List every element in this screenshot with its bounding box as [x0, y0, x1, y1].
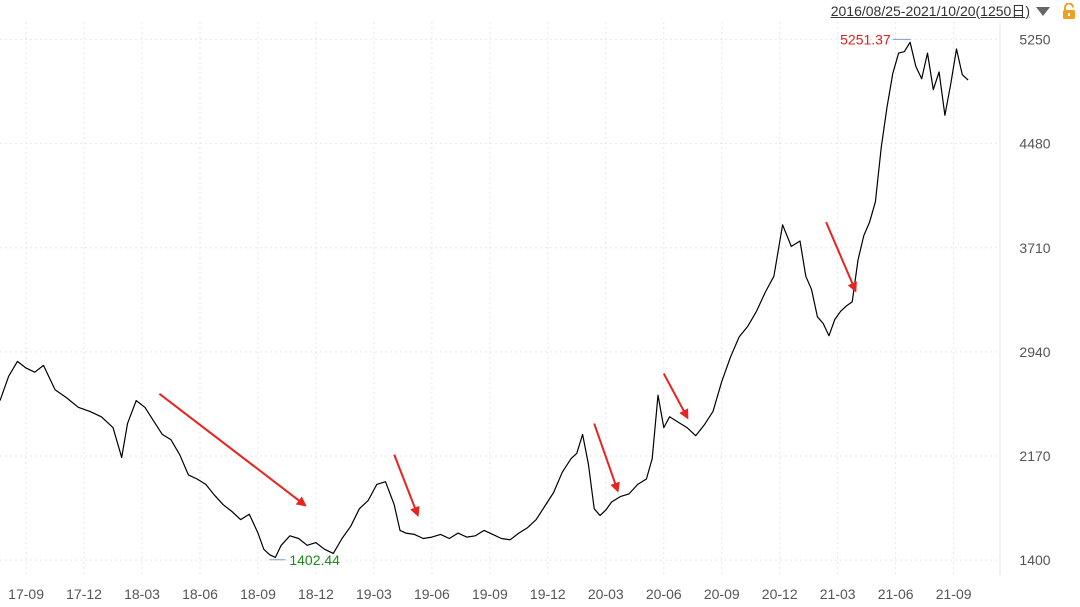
- x-tick-label: 18-03: [124, 586, 160, 602]
- y-tick-label: 3710: [1019, 240, 1050, 256]
- unlock-icon[interactable]: [1062, 3, 1076, 19]
- price-series-line: [0, 41, 969, 559]
- date-range-label[interactable]: 2016/08/25-2021/10/20(1250日): [830, 3, 1030, 19]
- red-arrow-annotation: [593, 423, 620, 493]
- x-tick-label: 21-09: [936, 586, 972, 602]
- x-tick-label: 19-03: [356, 586, 392, 602]
- min-point-label: 1402.44: [289, 552, 340, 568]
- max-point-label: 5251.37: [840, 31, 891, 47]
- x-tick-label: 20-06: [646, 586, 682, 602]
- x-tick-label: 17-12: [66, 586, 102, 602]
- x-tick-label: 18-12: [298, 586, 334, 602]
- x-tick-label: 19-12: [530, 586, 566, 602]
- red-arrow-annotation: [825, 221, 857, 293]
- x-axis: 17-09 17-12 18-03 18-06 18-09 18-12 19-03 19-06…: [8, 586, 972, 602]
- y-tick-label: 5250: [1019, 32, 1050, 48]
- red-arrow-annotation: [662, 373, 689, 420]
- x-tick-label: 19-09: [472, 586, 508, 602]
- red-arrow-annotation: [393, 454, 420, 517]
- y-tick-label: 4480: [1019, 136, 1050, 152]
- red-arrow-annotation: [158, 393, 307, 507]
- x-tick-label: 18-09: [240, 586, 276, 602]
- y-tick-label: 2170: [1019, 448, 1050, 464]
- y-axis: 1400 2170 2940 3710 4480 5250: [1019, 32, 1050, 569]
- y-tick-label: 2940: [1019, 344, 1050, 360]
- x-tick-label: 20-03: [588, 586, 624, 602]
- x-tick-label: 20-12: [762, 586, 798, 602]
- series-layer: [0, 41, 969, 559]
- x-tick-label: 21-06: [878, 586, 914, 602]
- x-tick-label: 17-09: [8, 586, 44, 602]
- date-range-bar[interactable]: 2016/08/25-2021/10/20(1250日): [831, 0, 1080, 22]
- x-tick-label: 21-03: [820, 586, 856, 602]
- x-tick-label: 20-09: [704, 586, 740, 602]
- x-tick-label: 19-06: [414, 586, 450, 602]
- y-tick-label: 1400: [1019, 552, 1050, 568]
- grid-lines: [0, 22, 1001, 575]
- annotation-layer: 5251.37 1402.44: [158, 31, 911, 568]
- x-tick-label: 18-06: [182, 586, 218, 602]
- chevron-down-icon[interactable]: [1036, 6, 1050, 16]
